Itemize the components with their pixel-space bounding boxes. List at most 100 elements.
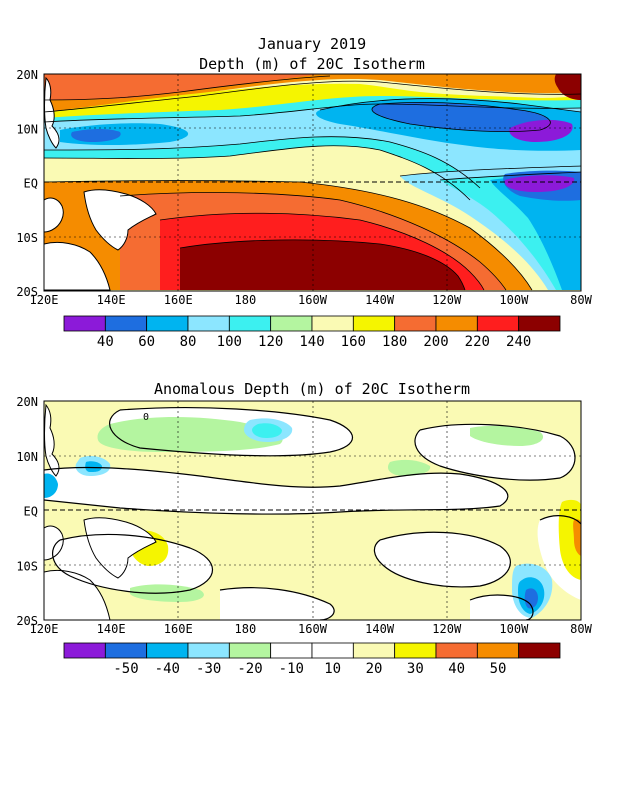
map1-colorbar-label: 80: [180, 334, 197, 350]
map1-colorbar-label: 60: [138, 334, 155, 350]
map2-colorbar-swatch: [228, 642, 272, 659]
map2-colorbar-label: 20: [366, 661, 383, 677]
map1-colorbar-label: 220: [465, 334, 490, 350]
map1-land-borneo: [44, 197, 64, 233]
map1-tongue-blue: [490, 174, 581, 290]
map2-lon-label: 140W: [365, 622, 395, 636]
map1-lat-label: 10N: [16, 122, 38, 136]
map2-neg-light-green-north: [97, 417, 283, 452]
map1-land-new-guinea: [83, 189, 157, 251]
map2-gridlines: [44, 401, 581, 620]
map1-colorbar-swatch: [228, 315, 272, 332]
map2-neg-blue-west: [85, 461, 102, 472]
map1-lat-label: 10S: [16, 231, 38, 245]
map2-neg-light-green-east: [470, 425, 544, 446]
map1-lat-label: 20S: [16, 285, 38, 299]
map1-lat-label: EQ: [24, 177, 38, 191]
map2-colorbar-label: -30: [196, 661, 221, 677]
map1-colorbar-swatch: [476, 315, 520, 332]
map1-colorbar-swatch: [311, 315, 354, 332]
map1-lon-label: 120E: [30, 293, 59, 307]
map2-colorbar-label: -10: [279, 661, 304, 677]
map2-colorbar-swatch: [146, 642, 189, 659]
map1-lat-label: 20N: [16, 68, 38, 82]
map2-plot: 0: [43, 400, 582, 621]
map1-colorbar-label: 100: [217, 334, 242, 350]
map2-colorbar-label: 30: [407, 661, 424, 677]
map1-colorbar-label: 180: [382, 334, 407, 350]
map2-colorbar-swatch: [187, 642, 230, 659]
map1-lon-labels: 120E 140E 160E 180 160W 140W 120W 100W 80W: [30, 293, 593, 307]
map1-lon-label: 80W: [570, 293, 592, 307]
map2-lon-labels: 120E 140E 160E 180 160W 140W 120W 100W 80W: [30, 622, 593, 636]
map2-colorbar-swatch: [518, 642, 561, 659]
map1-band-dark-blue-west: [71, 129, 121, 142]
map2-colorbar-swatch: [311, 642, 354, 659]
map1-purple-ne: [509, 119, 573, 142]
map2-lon-label: 120E: [30, 622, 59, 636]
map1-lon-label: 140W: [365, 293, 395, 307]
map1-colorbar-swatch: [187, 315, 230, 332]
map2-colorbar-swatch: [394, 642, 437, 659]
map2-colorbar-swatch: [435, 642, 478, 659]
map2-lon-label: 100W: [499, 622, 529, 636]
map1-colorbar: 40 60 80 100 120 140 160 180 200 220 240: [63, 315, 561, 350]
map1-colorbar-swatch: [270, 315, 313, 332]
map2-neg-far-west: [44, 473, 58, 498]
map1-band-north-red-orange: [44, 74, 320, 100]
map1-colorbar-label: 240: [506, 334, 531, 350]
map2-colorbar-label: -40: [155, 661, 180, 677]
map1-lat-labels: 20N 10N EQ 10S 20S: [16, 68, 38, 299]
map2-lon-label: 160W: [298, 622, 328, 636]
map2-colorbar-swatch: [104, 642, 148, 659]
map2-neg-light-green-mid: [387, 459, 431, 476]
map2-land-borneo: [44, 525, 64, 561]
map1-title-line1: January 2019: [258, 35, 366, 53]
map1-colorbar-swatch: [104, 315, 148, 332]
map1-purple-east: [504, 175, 575, 192]
map1-plot: [43, 73, 582, 292]
map2-lat-labels: 20N 10N EQ 10S 20S: [16, 395, 38, 628]
map1-colorbar-swatch: [435, 315, 478, 332]
map1-land-philippines: [44, 76, 60, 149]
map1-colorbar-swatch: [394, 315, 437, 332]
map2-colorbar-label: -50: [113, 661, 138, 677]
map2-lon-label: 180: [235, 622, 257, 636]
map2-colorbar-swatch: [352, 642, 396, 659]
map1-lon-label: 120W: [432, 293, 462, 307]
map2-lat-label: 10N: [16, 450, 38, 464]
map1-lon-label: 140E: [97, 293, 126, 307]
map1-colorbar-label: 160: [341, 334, 366, 350]
map1-colorbar-swatch: [352, 315, 396, 332]
map1-band-dark-blue: [371, 102, 551, 132]
map1-south-dark-red: [180, 239, 465, 290]
map2-lon-label: 120W: [432, 622, 462, 636]
map2-lat-label: 20N: [16, 395, 38, 409]
map1-title-line2: Depth (m) of 20C Isotherm: [199, 55, 425, 73]
map2-lat-label: 20S: [16, 614, 38, 628]
map2-colorbar-swatch: [270, 642, 313, 659]
map2-lon-label: 140E: [97, 622, 126, 636]
map2-contour-label: 0: [143, 412, 149, 423]
map2-colorbar: -50 -40 -30 -20 -10 10 20 30 40 50: [63, 642, 561, 677]
map1-land-australia: [44, 241, 111, 291]
map1-lon-label: 100W: [499, 293, 529, 307]
map2-land-australia: [44, 569, 111, 620]
map1-lon-label: 180: [235, 293, 257, 307]
map2-lat-label: EQ: [24, 505, 38, 519]
map1-colorbar-label: 120: [258, 334, 283, 350]
map2-colorbar-swatch: [63, 642, 106, 659]
map1-colorbar-swatch: [63, 315, 106, 332]
map2-colorbar-swatch: [476, 642, 520, 659]
map2-zero-contours: [44, 407, 581, 620]
map2-land-new-guinea: [83, 517, 157, 579]
map1-colorbar-label: 200: [423, 334, 448, 350]
map2-lon-label: 80W: [570, 622, 592, 636]
map2-neg-cyan-north: [252, 423, 282, 438]
map2-colorbar-label: 50: [490, 661, 507, 677]
map1-colorbar-label: 140: [299, 334, 324, 350]
map1-ne-corner: [554, 74, 581, 100]
map2-colorbar-label: 40: [448, 661, 465, 677]
map2-lat-label: 10S: [16, 559, 38, 573]
